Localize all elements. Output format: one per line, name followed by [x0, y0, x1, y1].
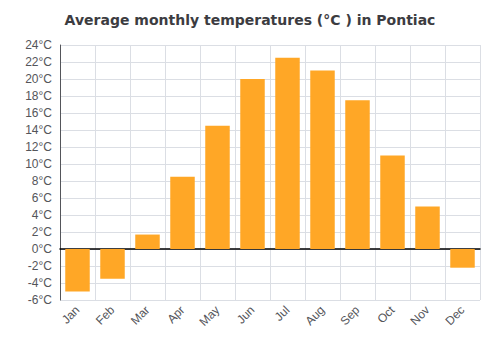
svg-text:Jan: Jan — [59, 303, 83, 327]
svg-text:18°C: 18°C — [25, 89, 52, 103]
svg-text:Jun: Jun — [234, 303, 258, 327]
svg-text:Feb: Feb — [93, 303, 118, 328]
svg-text:6°C: 6°C — [32, 191, 52, 205]
svg-text:Nov: Nov — [407, 303, 432, 328]
svg-text:Aug: Aug — [302, 303, 327, 328]
svg-text:May: May — [197, 303, 223, 329]
svg-text:Oct: Oct — [374, 303, 398, 327]
svg-text:14°C: 14°C — [25, 123, 52, 137]
svg-text:22°C: 22°C — [25, 55, 52, 69]
svg-text:Apr: Apr — [164, 303, 187, 326]
svg-text:16°C: 16°C — [25, 106, 52, 120]
svg-text:10°C: 10°C — [25, 157, 52, 171]
svg-text:4°C: 4°C — [32, 208, 52, 222]
svg-text:-2°C: -2°C — [28, 259, 52, 273]
svg-text:Mar: Mar — [128, 303, 153, 327]
svg-text:-6°C: -6°C — [28, 293, 52, 307]
svg-text:0°C: 0°C — [32, 242, 52, 256]
svg-text:20°C: 20°C — [25, 72, 52, 86]
svg-text:24°C: 24°C — [25, 38, 52, 52]
svg-text:Jul: Jul — [272, 303, 293, 324]
svg-text:Dec: Dec — [442, 303, 467, 328]
svg-text:Average monthly temperatures (: Average monthly temperatures (°C ) in Po… — [65, 12, 436, 28]
svg-text:12°C: 12°C — [25, 140, 52, 154]
svg-text:-4°C: -4°C — [28, 276, 52, 290]
svg-text:2°C: 2°C — [32, 225, 52, 239]
svg-text:Sep: Sep — [337, 303, 362, 328]
svg-text:8°C: 8°C — [32, 174, 52, 188]
